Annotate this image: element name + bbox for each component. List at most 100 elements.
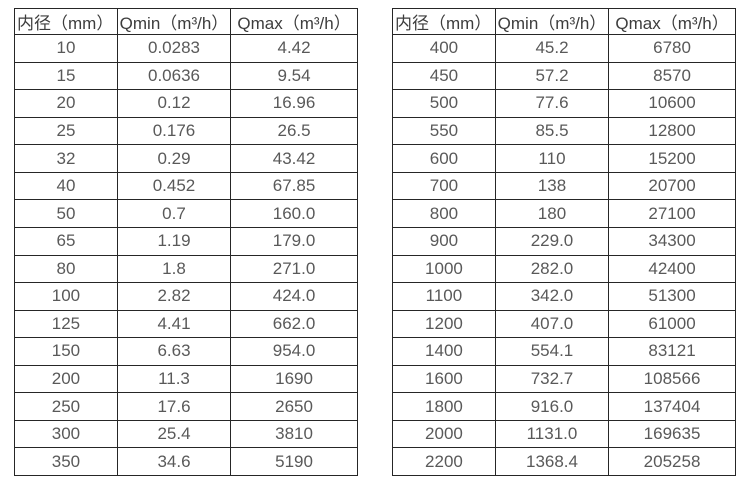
header-cell-qmin: Qmin（m³/h） bbox=[494, 8, 610, 35]
data-cell-qmax: 83121 bbox=[608, 337, 736, 366]
data-cell-diameter: 300 bbox=[14, 419, 118, 449]
table-row: 550 85.5 12800 bbox=[392, 116, 736, 146]
table-row: 200 11.3 1690 bbox=[14, 364, 358, 394]
header-cell-diameter: 内径（mm） bbox=[392, 8, 496, 35]
data-cell-diameter: 900 bbox=[392, 226, 496, 256]
table-row: 50 0.7 160.0 bbox=[14, 199, 358, 228]
table-row: 1400 554.1 83121 bbox=[392, 337, 736, 366]
data-cell-diameter: 700 bbox=[392, 171, 496, 201]
data-cell-qmin: 0.7 bbox=[116, 199, 232, 228]
data-cell-qmin: 0.29 bbox=[116, 144, 232, 173]
table-row: 40 0.452 67.85 bbox=[14, 171, 358, 201]
data-cell-qmin: 1368.4 bbox=[494, 447, 610, 476]
data-cell-qmax: 9.54 bbox=[230, 61, 358, 91]
data-cell-qmax: 26.5 bbox=[230, 116, 358, 146]
data-cell-qmin: 1.19 bbox=[116, 226, 232, 256]
data-cell-qmin: 6.63 bbox=[116, 337, 232, 366]
data-cell-diameter: 550 bbox=[392, 116, 496, 146]
data-cell-qmax: 3810 bbox=[230, 419, 358, 449]
data-cell-qmax: 160.0 bbox=[230, 199, 358, 228]
table-row: 125 4.41 662.0 bbox=[14, 309, 358, 339]
data-cell-qmax: 20700 bbox=[608, 171, 736, 201]
data-cell-diameter: 150 bbox=[14, 337, 118, 366]
data-cell-diameter: 1200 bbox=[392, 309, 496, 339]
table-row: 600 110 15200 bbox=[392, 144, 736, 173]
data-cell-qmax: 10600 bbox=[608, 89, 736, 118]
data-cell-qmax: 954.0 bbox=[230, 337, 358, 366]
table-row: 1200 407.0 61000 bbox=[392, 309, 736, 339]
table-row: 300 25.4 3810 bbox=[14, 419, 358, 449]
data-cell-qmin: 229.0 bbox=[494, 226, 610, 256]
data-cell-diameter: 250 bbox=[14, 392, 118, 421]
data-cell-qmax: 4.42 bbox=[230, 34, 358, 63]
data-cell-diameter: 200 bbox=[14, 364, 118, 394]
table-row: 250 17.6 2650 bbox=[14, 392, 358, 421]
table-row: 900 229.0 34300 bbox=[392, 226, 736, 256]
table-row: 700 138 20700 bbox=[392, 171, 736, 201]
table-row: 1600 732.7 108566 bbox=[392, 364, 736, 394]
data-cell-qmax: 169635 bbox=[608, 419, 736, 449]
data-cell-qmax: 16.96 bbox=[230, 89, 358, 118]
data-cell-qmin: 2.82 bbox=[116, 282, 232, 311]
data-cell-diameter: 2200 bbox=[392, 447, 496, 476]
data-cell-qmin: 1131.0 bbox=[494, 419, 610, 449]
header-cell-qmin: Qmin（m³/h） bbox=[116, 8, 232, 35]
data-cell-qmin: 916.0 bbox=[494, 392, 610, 421]
data-cell-qmin: 138 bbox=[494, 171, 610, 201]
data-cell-diameter: 2000 bbox=[392, 419, 496, 449]
data-cell-qmin: 110 bbox=[494, 144, 610, 173]
table-row: 400 45.2 6780 bbox=[392, 34, 736, 63]
data-cell-qmin: 1.8 bbox=[116, 254, 232, 284]
data-cell-qmin: 77.6 bbox=[494, 89, 610, 118]
data-cell-qmax: 271.0 bbox=[230, 254, 358, 284]
table-row: 1100 342.0 51300 bbox=[392, 282, 736, 311]
data-cell-diameter: 10 bbox=[14, 34, 118, 63]
data-cell-qmin: 554.1 bbox=[494, 337, 610, 366]
header-row: 内径（mm） Qmin（m³/h） Qmax（m³/h） bbox=[14, 8, 358, 35]
data-cell-qmax: 108566 bbox=[608, 364, 736, 394]
table-row: 80 1.8 271.0 bbox=[14, 254, 358, 284]
table-row: 150 6.63 954.0 bbox=[14, 337, 358, 366]
data-cell-diameter: 400 bbox=[392, 34, 496, 63]
data-cell-qmax: 6780 bbox=[608, 34, 736, 63]
data-cell-qmax: 27100 bbox=[608, 199, 736, 228]
data-cell-diameter: 500 bbox=[392, 89, 496, 118]
table-row: 20 0.12 16.96 bbox=[14, 89, 358, 118]
data-cell-diameter: 800 bbox=[392, 199, 496, 228]
data-cell-diameter: 15 bbox=[14, 61, 118, 91]
table-row: 32 0.29 43.42 bbox=[14, 144, 358, 173]
data-cell-qmax: 179.0 bbox=[230, 226, 358, 256]
data-cell-qmax: 662.0 bbox=[230, 309, 358, 339]
data-cell-diameter: 40 bbox=[14, 171, 118, 201]
data-cell-qmin: 180 bbox=[494, 199, 610, 228]
header-cell-diameter: 内径（mm） bbox=[14, 8, 118, 35]
header-cell-qmax: Qmax（m³/h） bbox=[608, 8, 736, 35]
table-row: 350 34.6 5190 bbox=[14, 447, 358, 476]
data-cell-qmin: 85.5 bbox=[494, 116, 610, 146]
data-cell-qmax: 42400 bbox=[608, 254, 736, 284]
flow-spec-table-large-diameters: 内径（mm） Qmin（m³/h） Qmax（m³/h） 400 45.2 6780 450… bbox=[392, 8, 736, 476]
data-cell-qmin: 282.0 bbox=[494, 254, 610, 284]
table-row: 10 0.0283 4.42 bbox=[14, 34, 358, 63]
data-cell-qmax: 51300 bbox=[608, 282, 736, 311]
data-cell-diameter: 100 bbox=[14, 282, 118, 311]
table-row: 2000 1131.0 169635 bbox=[392, 419, 736, 449]
table-row: 1000 282.0 42400 bbox=[392, 254, 736, 284]
data-cell-diameter: 25 bbox=[14, 116, 118, 146]
data-cell-qmin: 0.176 bbox=[116, 116, 232, 146]
table-row: 25 0.176 26.5 bbox=[14, 116, 358, 146]
data-cell-qmax: 205258 bbox=[608, 447, 736, 476]
data-cell-diameter: 600 bbox=[392, 144, 496, 173]
data-cell-qmax: 2650 bbox=[230, 392, 358, 421]
data-cell-qmin: 342.0 bbox=[494, 282, 610, 311]
data-cell-diameter: 450 bbox=[392, 61, 496, 91]
table-row: 2200 1368.4 205258 bbox=[392, 447, 736, 476]
data-cell-diameter: 125 bbox=[14, 309, 118, 339]
data-cell-qmax: 424.0 bbox=[230, 282, 358, 311]
data-cell-diameter: 32 bbox=[14, 144, 118, 173]
data-cell-diameter: 1600 bbox=[392, 364, 496, 394]
table-row: 450 57.2 8570 bbox=[392, 61, 736, 91]
data-cell-qmin: 4.41 bbox=[116, 309, 232, 339]
data-cell-qmin: 11.3 bbox=[116, 364, 232, 394]
